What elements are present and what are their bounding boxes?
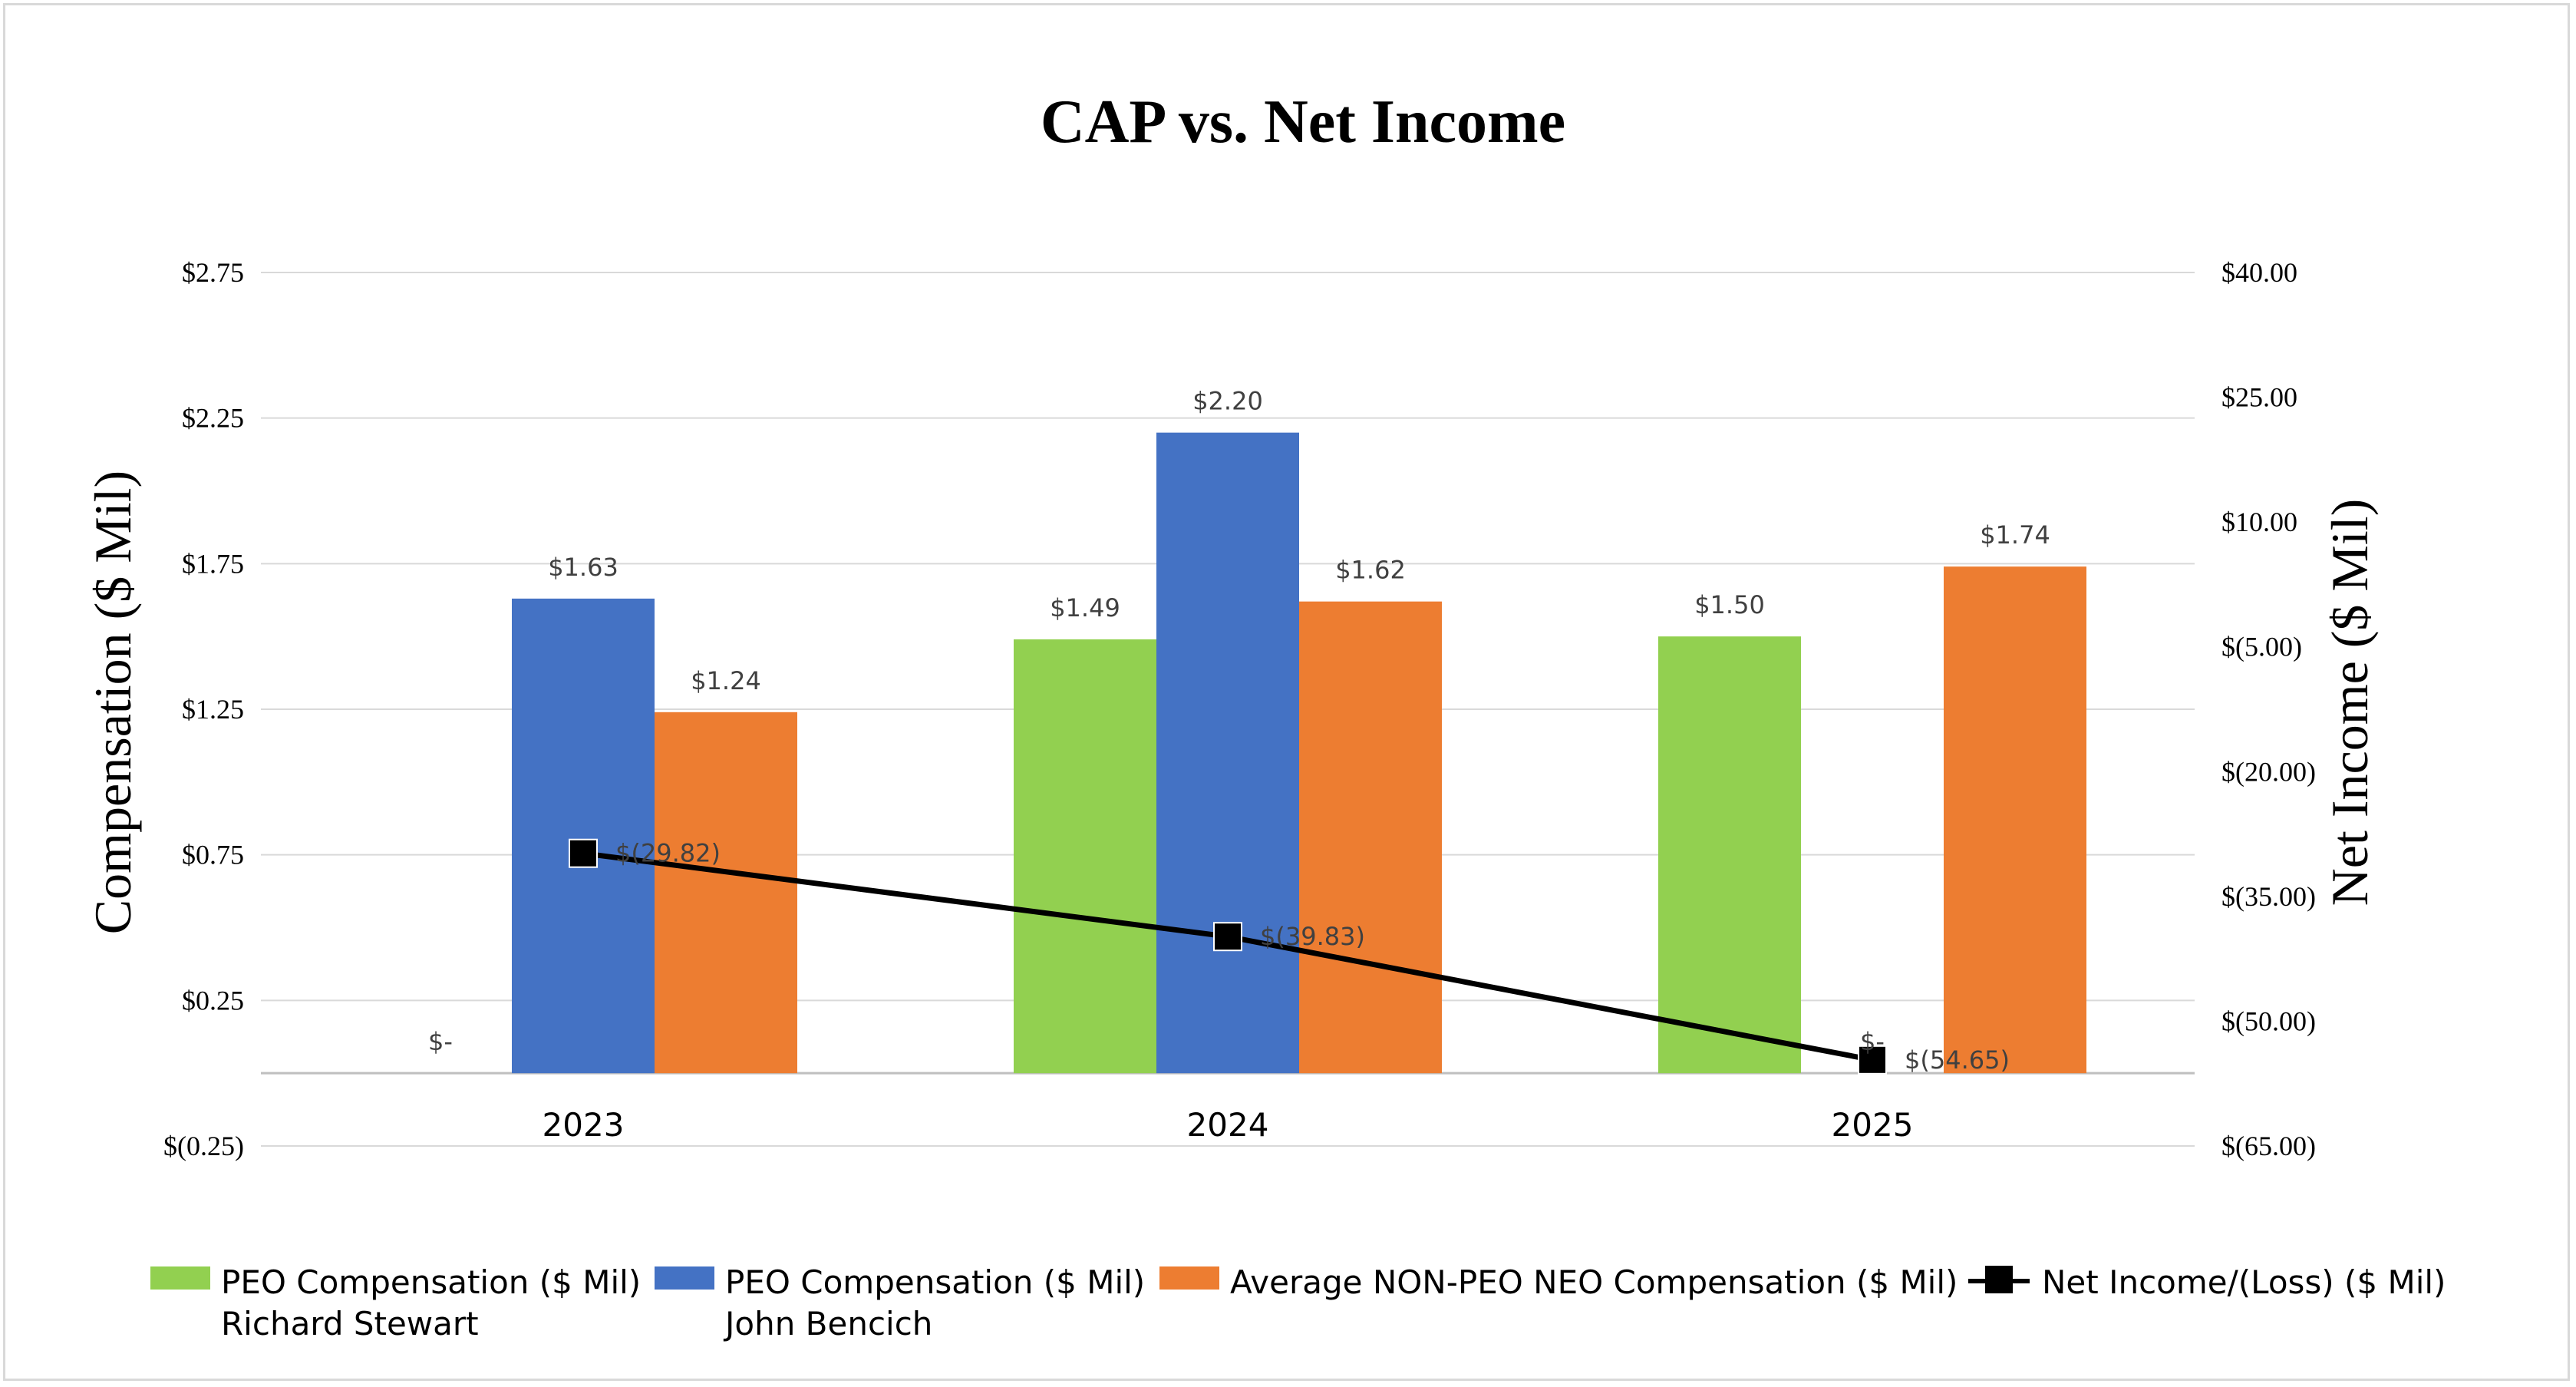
y-axis-right-title: Net Income ($ Mil) bbox=[2320, 499, 2379, 907]
line-marker bbox=[1858, 1045, 1887, 1075]
bar bbox=[1944, 566, 2086, 1074]
legend-label-line2: Richard Stewart bbox=[221, 1305, 479, 1342]
chart-title: CAP vs. Net Income bbox=[1041, 88, 1565, 156]
line-marker bbox=[1213, 922, 1242, 952]
legend-label: PEO Compensation ($ Mil) bbox=[221, 1263, 641, 1301]
bar bbox=[1156, 432, 1299, 1074]
legend-label: Average NON-PEO NEO Compensation ($ Mil) bbox=[1230, 1263, 1958, 1301]
bar-data-label: $1.49 bbox=[1050, 593, 1120, 622]
bar-data-label: $- bbox=[1860, 1027, 1885, 1056]
legend-item: Net Income/(Loss) ($ Mil) bbox=[1968, 1263, 2446, 1301]
legend-item: PEO Compensation ($ Mil) Richard Stewart bbox=[150, 1263, 641, 1342]
bar bbox=[512, 598, 655, 1074]
bar-data-label: $- bbox=[428, 1027, 453, 1056]
y-left-tick-label: $0.25 bbox=[182, 985, 244, 1015]
legend-swatch bbox=[655, 1266, 714, 1290]
category-label: 2024 bbox=[1187, 1106, 1269, 1144]
line-data-label: $(39.83) bbox=[1260, 922, 1365, 951]
y-left-tick-label: $1.25 bbox=[182, 694, 244, 725]
bar-data-label: $1.50 bbox=[1694, 590, 1765, 619]
bar-data-label: $1.74 bbox=[1980, 520, 2050, 550]
y-right-tick-label: $(50.00) bbox=[2221, 1006, 2316, 1036]
legend-label: PEO Compensation ($ Mil) bbox=[725, 1263, 1145, 1301]
category-label: 2023 bbox=[543, 1106, 625, 1144]
y-right-tick-label: $(35.00) bbox=[2221, 881, 2316, 912]
line-data-label: $(54.65) bbox=[1905, 1045, 2010, 1075]
legend-swatch bbox=[1159, 1266, 1219, 1290]
y-right-tick-label: $(20.00) bbox=[2221, 756, 2316, 787]
line-marker bbox=[569, 838, 598, 868]
y-right-tick-label: $(65.00) bbox=[2221, 1131, 2316, 1161]
bar bbox=[1014, 639, 1156, 1074]
bar-data-label: $2.20 bbox=[1192, 387, 1263, 416]
y-right-tick-label: $10.00 bbox=[2221, 507, 2297, 537]
y-left-tick-label: $0.75 bbox=[182, 840, 244, 870]
bar bbox=[1299, 601, 1442, 1074]
bar bbox=[655, 712, 797, 1074]
y-left-tick-label: $(0.25) bbox=[163, 1131, 244, 1161]
bar-data-label: $1.24 bbox=[691, 666, 761, 695]
y-right-tick-label: $40.00 bbox=[2221, 257, 2297, 288]
y-left-tick-label: $2.25 bbox=[182, 403, 244, 434]
legend-label: Net Income/(Loss) ($ Mil) bbox=[2042, 1263, 2446, 1301]
y-right-tick-label: $(5.00) bbox=[2221, 632, 2302, 662]
y-left-tick-label: $2.75 bbox=[182, 257, 244, 288]
y-left-tick-label: $1.75 bbox=[182, 548, 244, 579]
y-axis-left-title: Compensation ($ Mil) bbox=[84, 471, 142, 934]
legend-marker-swatch bbox=[1985, 1266, 2013, 1293]
legend-item: PEO Compensation ($ Mil) John Bencich bbox=[655, 1263, 1145, 1342]
legend-item: Average NON-PEO NEO Compensation ($ Mil) bbox=[1159, 1263, 1958, 1301]
category-label: 2025 bbox=[1832, 1106, 1914, 1144]
y-right-tick-label: $25.00 bbox=[2221, 382, 2297, 413]
legend-swatch bbox=[150, 1266, 210, 1290]
bar-data-label: $1.63 bbox=[548, 553, 618, 582]
legend-label-line2: John Bencich bbox=[723, 1305, 932, 1342]
bar-data-label: $1.62 bbox=[1335, 556, 1406, 585]
bar bbox=[1658, 636, 1801, 1074]
line-data-label: $(29.82) bbox=[615, 839, 721, 868]
